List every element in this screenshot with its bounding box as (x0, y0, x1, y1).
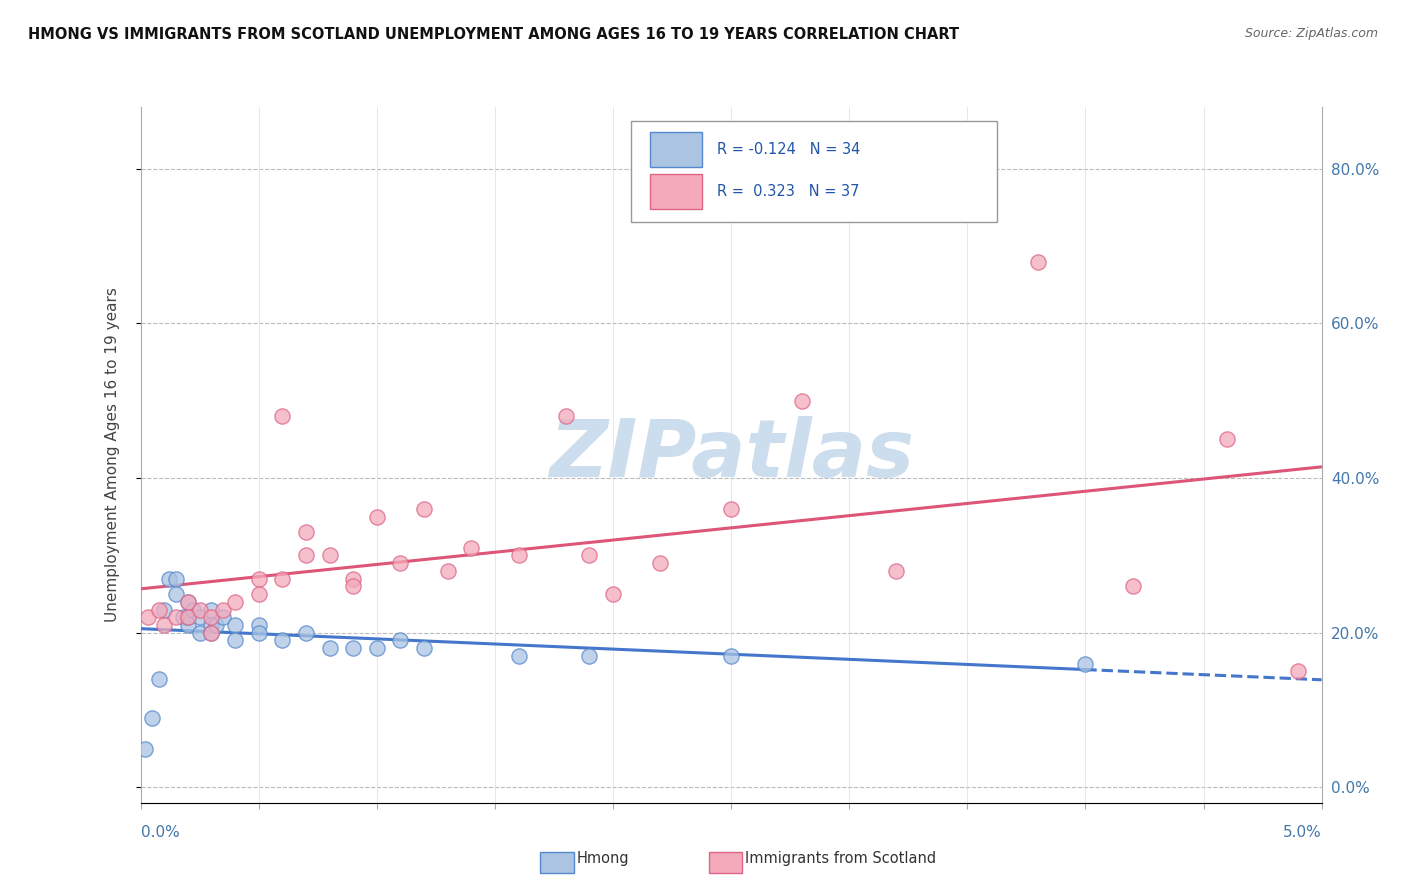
Point (247, 587, 270, 601)
Text: 0.0%: 0.0% (141, 825, 180, 840)
Point (212, 610, 235, 624)
Point (177, 595, 200, 609)
Point (318, 549, 340, 563)
Point (295, 525, 318, 540)
FancyBboxPatch shape (650, 132, 702, 167)
Point (136, 610, 159, 624)
Point (295, 625, 318, 640)
Point (205, 618, 228, 632)
Text: Immigrants from Scotland: Immigrants from Scotland (745, 851, 936, 865)
Point (247, 625, 270, 640)
Point (460, 541, 482, 555)
Point (1026, 254, 1049, 268)
Point (153, 618, 176, 632)
Point (318, 641, 340, 656)
Point (508, 648, 530, 663)
Point (295, 549, 318, 563)
Text: 5.0%: 5.0% (1282, 825, 1322, 840)
Point (602, 587, 624, 601)
Point (886, 564, 908, 578)
Point (177, 595, 200, 609)
Text: R =  0.323   N = 37: R = 0.323 N = 37 (717, 184, 859, 199)
Point (436, 564, 458, 578)
Point (650, 556, 672, 570)
Point (200, 602, 222, 616)
FancyBboxPatch shape (631, 121, 997, 222)
Point (389, 556, 412, 570)
Point (342, 572, 364, 586)
Point (157, 572, 180, 586)
Point (177, 610, 200, 624)
Point (200, 625, 222, 640)
Point (366, 641, 388, 656)
Point (247, 572, 270, 586)
Point (181, 602, 204, 616)
Point (342, 641, 364, 656)
Point (200, 610, 222, 624)
Point (165, 610, 187, 624)
Point (554, 409, 576, 424)
Text: Source: ZipAtlas.com: Source: ZipAtlas.com (1244, 27, 1378, 40)
Point (177, 610, 200, 624)
Point (200, 618, 222, 632)
Point (212, 602, 235, 616)
Point (1074, 657, 1097, 671)
Point (720, 502, 742, 516)
Point (578, 648, 600, 663)
Point (177, 618, 200, 632)
Point (165, 587, 187, 601)
Point (790, 393, 813, 408)
Text: Hmong: Hmong (576, 851, 628, 865)
Point (271, 409, 294, 424)
Text: R = -0.124   N = 34: R = -0.124 N = 34 (717, 142, 860, 157)
Point (200, 625, 222, 640)
Point (165, 572, 187, 586)
Point (148, 602, 170, 616)
Point (224, 595, 246, 609)
Point (342, 579, 364, 593)
Point (389, 633, 412, 648)
Point (134, 741, 156, 756)
Point (1286, 665, 1309, 679)
Point (720, 648, 742, 663)
Text: ZIPatlas: ZIPatlas (548, 416, 914, 494)
Point (188, 602, 211, 616)
Point (413, 641, 436, 656)
Point (247, 618, 270, 632)
FancyBboxPatch shape (650, 174, 702, 209)
Point (366, 509, 388, 524)
Point (188, 625, 211, 640)
Point (1122, 579, 1144, 593)
Text: HMONG VS IMMIGRANTS FROM SCOTLAND UNEMPLOYMENT AMONG AGES 16 TO 19 YEARS CORRELA: HMONG VS IMMIGRANTS FROM SCOTLAND UNEMPL… (28, 27, 959, 42)
Point (578, 549, 600, 563)
Point (508, 549, 530, 563)
Point (224, 618, 246, 632)
Point (141, 711, 163, 725)
Point (224, 633, 246, 648)
Point (1216, 433, 1239, 447)
Point (271, 572, 294, 586)
Point (271, 633, 294, 648)
Y-axis label: Unemployment Among Ages 16 to 19 years: Unemployment Among Ages 16 to 19 years (105, 287, 120, 623)
Point (153, 602, 176, 616)
Point (413, 502, 436, 516)
Point (148, 672, 170, 686)
Point (172, 610, 194, 624)
Point (188, 610, 211, 624)
